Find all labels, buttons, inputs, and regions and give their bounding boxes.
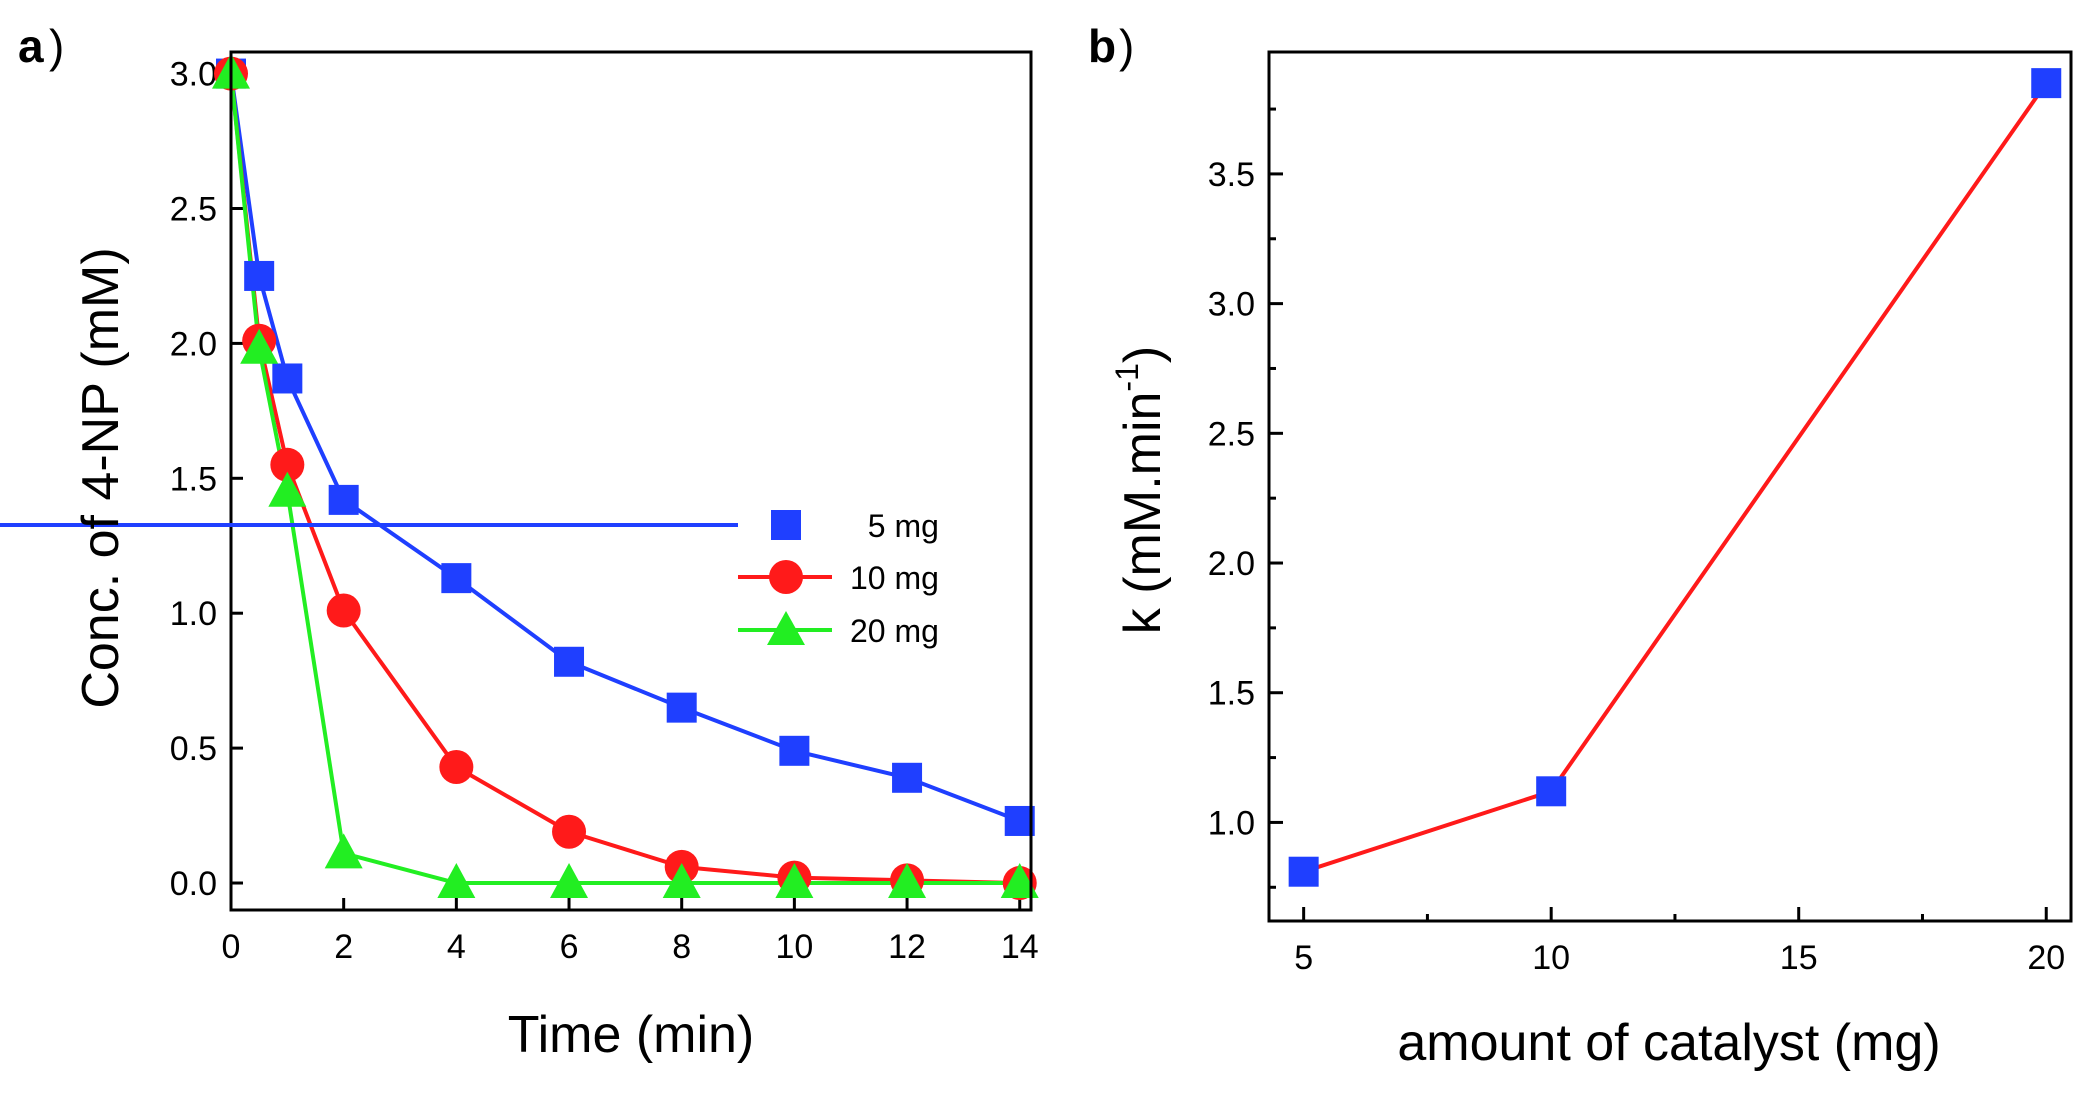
data-point-20mg	[240, 328, 279, 364]
data-point-20mg	[437, 863, 476, 899]
legend-marker-5mg	[771, 510, 801, 540]
x-tick-label: 8	[672, 928, 691, 966]
panel-b-paren: )	[1119, 20, 1134, 72]
panel-a-paren: )	[49, 20, 64, 72]
panel-b-series	[1288, 68, 2062, 887]
y-tick-label: 3.0	[170, 56, 217, 94]
y-tick-label: 1.0	[1208, 804, 1255, 842]
x-tick-label: 15	[1780, 939, 1818, 977]
data-point-20mg	[662, 863, 701, 899]
x-tick-label: 12	[888, 928, 926, 966]
panel-a: a ) 0 2 4 6 8 10 12 14 0.0 0.5 1.0 1.5 2.0 2.5 3.0 5 m…	[0, 20, 1039, 1064]
data-point-10mg	[270, 447, 305, 482]
legend-label-10mg: 10 mg	[850, 560, 939, 596]
data-point-5mg	[272, 363, 303, 394]
series-line-5mg	[229, 73, 1021, 823]
y-tick-label: 0.5	[170, 730, 217, 768]
panel-a-plot-frame	[229, 50, 1033, 912]
y-tick-label: 2.5	[170, 190, 217, 228]
panel-a-series	[212, 53, 1039, 901]
data-point-20mg	[268, 471, 307, 507]
series-line-k	[1303, 81, 2048, 874]
data-point-10mg	[439, 750, 474, 784]
data-point-10mg	[326, 593, 361, 628]
x-tick-label: 4	[447, 928, 466, 966]
data-point-20mg	[550, 863, 589, 899]
y-tick-label: 3.5	[1208, 156, 1255, 194]
data-point-5mg	[892, 762, 923, 793]
data-point-20mg	[324, 833, 363, 869]
panel-b-y-axis-title-close: )	[1114, 346, 1172, 363]
data-point-5mg	[554, 646, 585, 677]
data-point-5mg	[244, 260, 275, 291]
y-tick-label: 2.5	[1208, 415, 1255, 453]
data-point-k	[1536, 776, 1567, 807]
y-tick-label: 2.0	[1208, 545, 1255, 583]
data-point-10mg	[552, 814, 587, 849]
data-point-20mg	[1000, 863, 1039, 899]
y-tick-label: 1.5	[1208, 675, 1255, 713]
data-point-20mg	[775, 863, 814, 899]
legend-label-5mg: 5 mg	[850, 508, 939, 544]
y-tick-label: 0.0	[170, 865, 217, 903]
panel-b-y-axis-title-sup: -1	[1109, 363, 1145, 391]
data-point-5mg	[666, 692, 697, 723]
data-point-5mg	[779, 735, 810, 766]
panel-b-y-axis-title: k (mM.min-1)	[1109, 346, 1172, 634]
legend-item-10mg: 10 mg	[738, 560, 939, 596]
data-point-5mg	[328, 484, 359, 515]
x-tick-label: 20	[2027, 939, 2065, 977]
x-tick-label: 14	[1001, 928, 1039, 966]
panel-b: b ) 5 10 15 20 1.0 1.5 2.0 2.5 3.0 3.5 amount of …	[1088, 20, 2073, 1072]
x-tick-label: 6	[560, 928, 579, 966]
legend-label-20mg: 20 mg	[850, 613, 939, 649]
data-point-5mg	[441, 563, 472, 594]
x-tick-label: 0	[222, 928, 241, 966]
panel-b-ticks: 5 10 15 20 1.0 1.5 2.0 2.5 3.0 3.5	[1208, 107, 2065, 977]
y-tick-label: 1.0	[170, 595, 217, 633]
panel-a-legend: 5 mg 10 mg 20 mg	[0, 508, 939, 649]
panel-a-letter: a	[18, 20, 44, 72]
series-line-10mg	[229, 73, 1020, 886]
panel-a-ticks: 0 2 4 6 8 10 12 14 0.0 0.5 1.0 1.5 2.0 2.5 3.0	[170, 56, 1039, 966]
data-point-k	[2031, 68, 2062, 99]
x-tick-label: 5	[1294, 939, 1313, 977]
series-line-20mg	[229, 73, 1020, 886]
data-point-k	[1288, 856, 1319, 887]
panel-a-y-axis-title: Conc. of 4-NP (mM)	[72, 247, 130, 708]
legend-item-20mg: 20 mg	[738, 611, 939, 649]
y-tick-label: 1.5	[170, 460, 217, 498]
legend-marker-20mg	[767, 611, 805, 645]
panel-b-plot-frame	[1267, 50, 2073, 923]
y-tick-label: 3.0	[1208, 286, 1255, 324]
panel-b-y-axis-title-main: k (mM.min	[1114, 392, 1172, 635]
legend-item-5mg: 5 mg	[0, 508, 939, 544]
x-tick-label: 10	[775, 928, 813, 966]
x-tick-label: 10	[1532, 939, 1570, 977]
panel-b-x-axis-title: amount of catalyst (mg)	[1397, 1014, 1940, 1072]
legend-marker-10mg	[769, 560, 803, 594]
panel-b-letter: b	[1088, 20, 1116, 72]
x-tick-label: 2	[334, 928, 353, 966]
panel-a-x-axis-title: Time (min)	[508, 1006, 755, 1064]
data-point-20mg	[888, 863, 927, 899]
y-tick-label: 2.0	[170, 325, 217, 363]
